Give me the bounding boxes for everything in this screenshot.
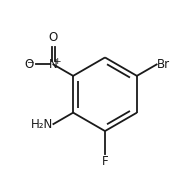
Text: F: F bbox=[102, 155, 108, 168]
Text: O: O bbox=[24, 58, 34, 71]
Text: N: N bbox=[49, 58, 58, 71]
Text: Br: Br bbox=[157, 58, 171, 71]
Text: O: O bbox=[49, 31, 58, 44]
Text: −: − bbox=[26, 57, 33, 66]
Text: H₂N: H₂N bbox=[30, 117, 53, 130]
Text: +: + bbox=[54, 57, 61, 66]
